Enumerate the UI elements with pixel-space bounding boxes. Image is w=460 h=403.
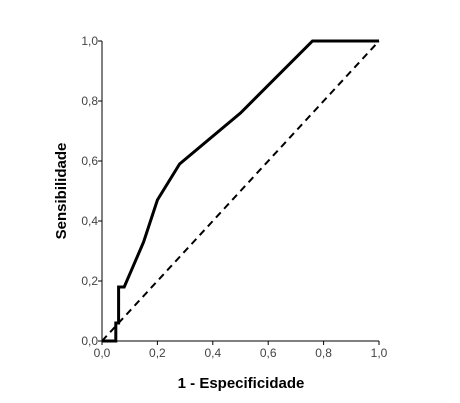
y-tick-label: 1,0	[81, 34, 98, 48]
x-tick-label: 0,2	[149, 346, 166, 360]
x-tick-label: 0,8	[315, 346, 332, 360]
roc-curve-line	[102, 39, 379, 343]
axes	[98, 40, 380, 345]
y-tick-label: 0,6	[81, 154, 98, 168]
x-tick-label: 0,6	[260, 346, 277, 360]
x-axis-label: 1 - Especificidade	[178, 375, 305, 392]
y-tick-label: 0,2	[81, 274, 98, 288]
y-tick-label: 0,4	[81, 214, 98, 228]
x-tick-label: 0,4	[204, 346, 221, 360]
x-tick-label: 0,0	[94, 346, 111, 360]
tick-labels: 0,0 0,2 0,4 0,6 0,8 1,0 0,0 0,2 0,4 0,6 0,8 1,0	[81, 34, 387, 360]
y-tick-label: 0,0	[81, 334, 98, 348]
x-tick-label: 1,0	[371, 346, 388, 360]
reference-diagonal-line	[101, 40, 380, 342]
y-axis-label: Sensibilidade	[53, 143, 70, 240]
y-tick-label: 0,8	[81, 94, 98, 108]
series-layer	[101, 39, 380, 343]
